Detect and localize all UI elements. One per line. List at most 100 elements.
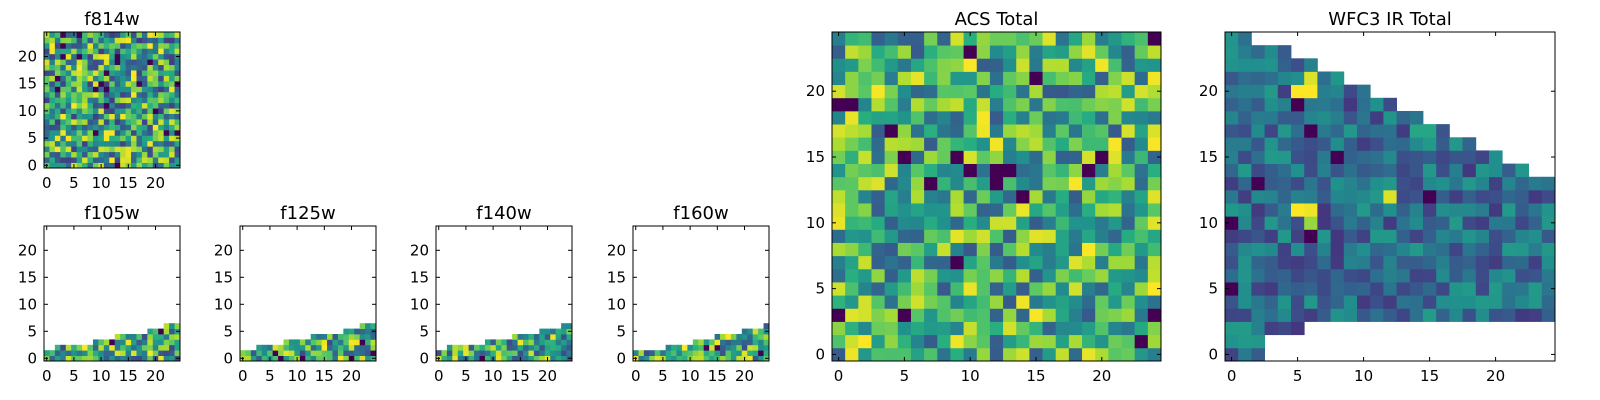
heatmap-cell: [49, 119, 56, 125]
heatmap-cell: [1396, 189, 1411, 204]
heatmap-cell: [136, 102, 143, 109]
heatmap-cell: [452, 355, 459, 362]
heatmap-cell: [141, 97, 148, 104]
heatmap-cell: [845, 242, 859, 257]
heatmap-cell: [60, 162, 67, 169]
y-tick-label: 5: [1208, 280, 1218, 298]
heatmap-cell: [924, 189, 938, 204]
heatmap-cell: [924, 347, 938, 362]
heatmap-cell: [1370, 216, 1384, 230]
heatmap-cell: [76, 151, 83, 158]
heatmap-cell: [354, 344, 361, 351]
heatmap-cell: [169, 350, 175, 356]
heatmap-cell: [1343, 255, 1358, 270]
heatmap-cell: [87, 32, 94, 38]
heatmap-cell: [1489, 203, 1503, 217]
heatmap-cell: [1370, 150, 1384, 164]
heatmap-cell: [1264, 176, 1279, 191]
heatmap-cell: [1317, 203, 1331, 217]
heatmap-cell: [1489, 150, 1503, 164]
heatmap-cell: [1304, 71, 1318, 86]
heatmap-cell: [1082, 334, 1096, 349]
heatmap-cell: [158, 355, 165, 362]
heatmap-cell: [131, 135, 137, 142]
y-tick-label: 15: [607, 268, 626, 286]
heatmap-cell: [950, 308, 964, 322]
heatmap-cell: [517, 339, 524, 346]
heatmap-cell: [125, 97, 132, 104]
heatmap-cell: [884, 110, 899, 125]
heatmap-cell: [65, 70, 72, 76]
heatmap-cell: [365, 344, 371, 351]
heatmap-cell: [321, 344, 328, 351]
heatmap-cell: [158, 59, 165, 66]
heatmap-cell: [1095, 308, 1109, 322]
heatmap-cell: [1134, 58, 1149, 72]
heatmap-cell: [989, 255, 1004, 270]
heatmap-cell: [1055, 216, 1070, 230]
heatmap-cell: [1082, 110, 1096, 125]
heatmap-cell: [858, 189, 872, 204]
heatmap-cell: [141, 339, 148, 346]
heatmap-cell: [1003, 163, 1017, 178]
heatmap-cell: [365, 323, 371, 329]
heatmap-cell: [98, 42, 105, 49]
heatmap-cell: [44, 48, 50, 55]
heatmap-cell: [98, 140, 105, 147]
heatmap-cell: [1121, 347, 1136, 362]
heatmap-cell: [1357, 203, 1371, 217]
heatmap-cell: [147, 157, 154, 163]
heatmap-cell: [49, 146, 56, 153]
heatmap-cell: [517, 344, 524, 351]
heatmap-cell: [92, 42, 99, 49]
x-tick-label: 20: [538, 367, 557, 385]
heatmap-cell: [1423, 150, 1437, 164]
heatmap-cell: [730, 334, 737, 340]
heatmap-cell: [87, 113, 94, 120]
heatmap-cell: [141, 59, 148, 66]
heatmap-cell: [163, 323, 170, 329]
heatmap-cell: [1225, 282, 1239, 296]
heatmap-cell: [305, 350, 312, 356]
heatmap-cell: [44, 91, 50, 98]
heatmap-cell: [1068, 163, 1083, 178]
heatmap-cell: [174, 59, 181, 66]
heatmap-cell: [65, 42, 72, 49]
heatmap-cell: [365, 350, 371, 356]
heatmap-cell: [60, 157, 67, 163]
heatmap-cell: [1541, 242, 1556, 257]
heatmap-cell: [1396, 242, 1411, 257]
heatmap-cell: [832, 32, 846, 46]
heatmap-cell: [49, 91, 56, 98]
y-tick-label: 20: [18, 241, 37, 259]
heatmap-cell: [1225, 84, 1239, 99]
heatmap-cell: [136, 140, 143, 147]
heatmap-cell: [1147, 189, 1162, 204]
heatmap-cell: [147, 53, 154, 60]
heatmap-cell: [976, 321, 991, 336]
heatmap-cell: [1068, 150, 1083, 164]
heatmap-cell: [71, 53, 78, 60]
heatmap-cell: [1029, 334, 1043, 349]
heatmap-cell: [871, 137, 886, 151]
heatmap-cell: [92, 108, 99, 114]
heatmap-cell: [1095, 203, 1109, 217]
heatmap-cell: [1251, 347, 1265, 362]
heatmap-cell: [544, 339, 551, 346]
heatmap-cell: [60, 59, 67, 66]
f125w-title: f125w: [280, 203, 335, 224]
heatmap-cell: [1357, 137, 1371, 151]
heatmap-cell: [60, 97, 67, 104]
heatmap-cell: [910, 282, 925, 296]
heatmap-cell: [1357, 189, 1371, 204]
heatmap-cell: [1238, 84, 1252, 99]
heatmap-cell: [1055, 295, 1070, 309]
heatmap-cell: [561, 355, 567, 362]
heatmap-cell: [871, 295, 886, 309]
heatmap-cell: [1409, 282, 1424, 296]
heatmap-cell: [103, 42, 110, 49]
heatmap-cell: [1277, 124, 1292, 138]
heatmap-cell: [54, 108, 61, 114]
heatmap-cell: [1068, 282, 1083, 296]
